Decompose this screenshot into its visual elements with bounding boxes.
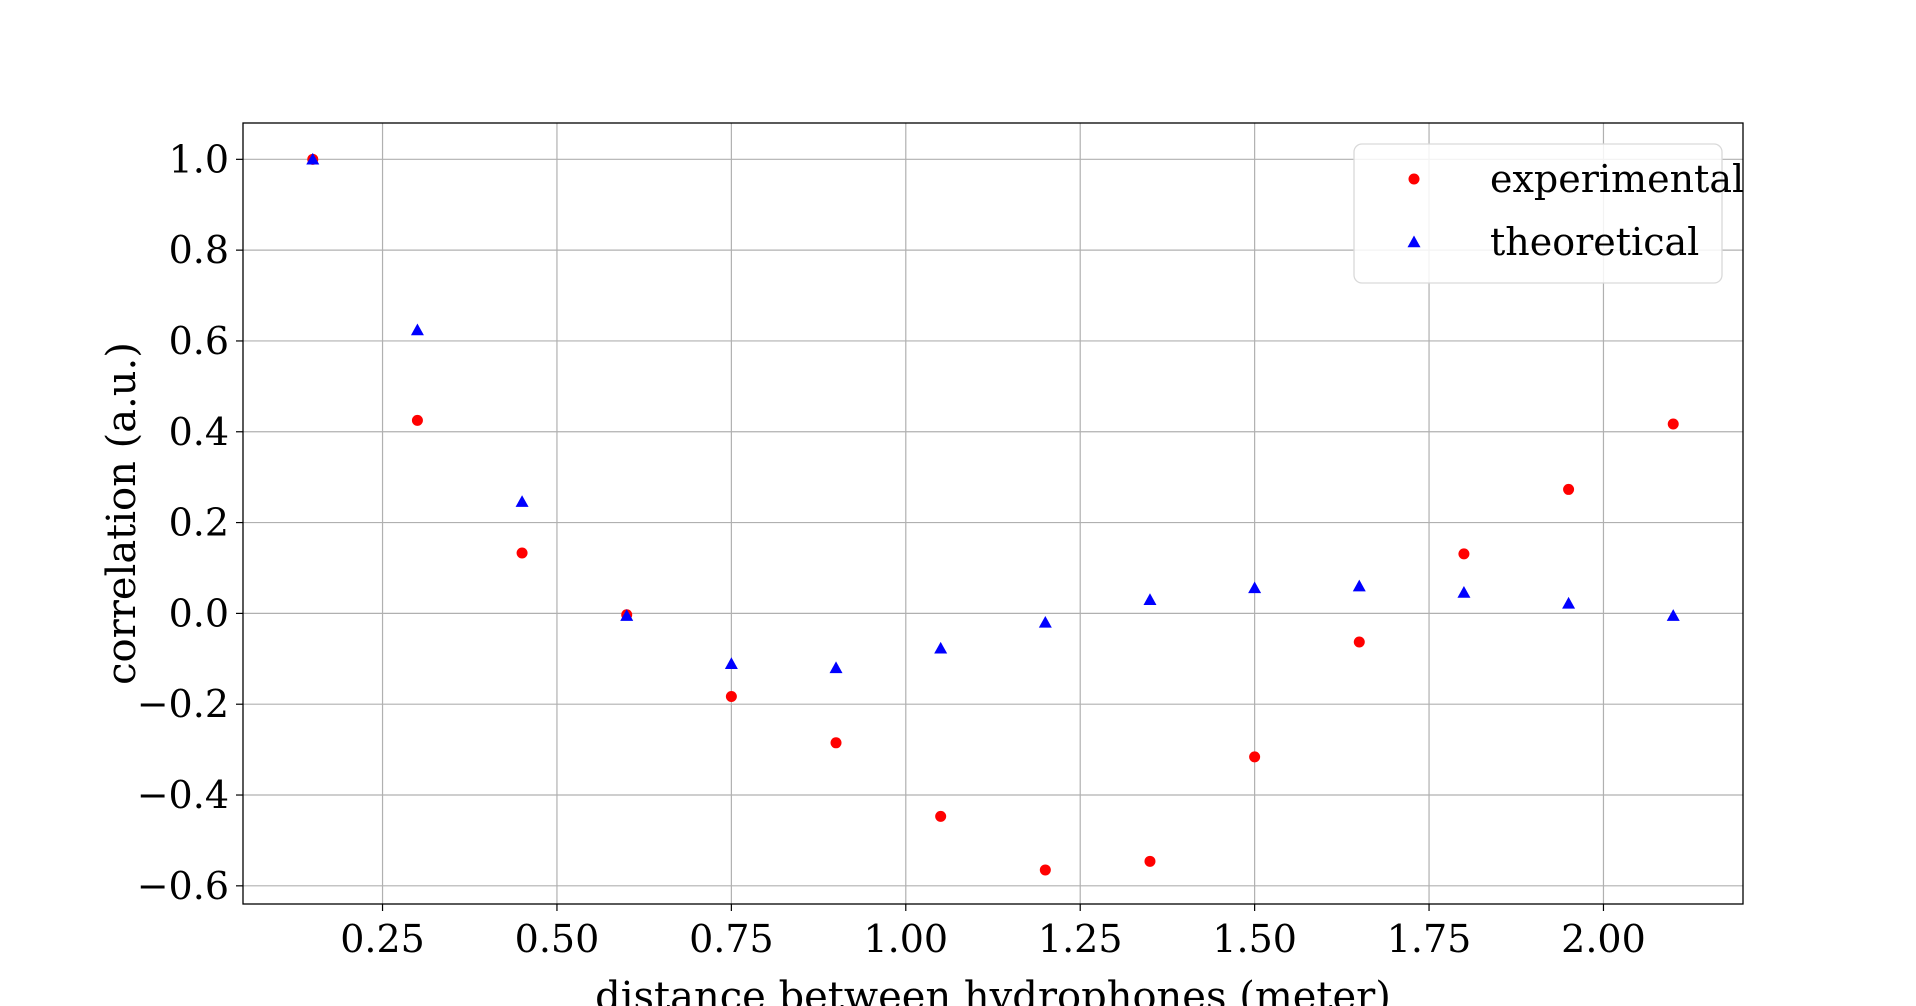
x-tick-label: 1.75 <box>1387 917 1472 961</box>
series-experimental <box>307 153 1679 876</box>
experimental-point <box>1353 636 1365 648</box>
theoretical-point <box>620 609 634 621</box>
experimental-point <box>1249 751 1261 763</box>
x-tick-label: 0.25 <box>340 917 425 961</box>
y-tick-label: −0.6 <box>137 864 229 908</box>
x-tick-label: 0.50 <box>515 917 600 961</box>
experimental-point <box>830 737 842 749</box>
x-tick-label: 1.25 <box>1038 917 1123 961</box>
experimental-point <box>1039 864 1051 876</box>
series-layer <box>306 152 1680 876</box>
theoretical-point <box>1143 593 1157 605</box>
experimental-point <box>516 547 528 559</box>
legend-marker-theoretical <box>1407 235 1421 248</box>
plot-frame <box>242 122 1744 905</box>
y-tick-label: 0.0 <box>169 591 229 635</box>
experimental-point <box>1563 483 1575 495</box>
x-tick-label: 1.00 <box>863 917 948 961</box>
y-tick-label: 0.6 <box>169 319 229 363</box>
legend-box <box>1353 143 1723 284</box>
theoretical-point <box>515 495 529 507</box>
theoretical-point <box>829 661 843 674</box>
y-tick-label: −0.4 <box>137 773 229 817</box>
y-tick-label: −0.2 <box>137 682 229 726</box>
theoretical-point <box>410 323 424 336</box>
x-axis-label: distance between hydrophones (meter) <box>595 974 1391 1006</box>
y-tick-label: 0.2 <box>169 501 229 545</box>
theoretical-point <box>934 641 948 654</box>
experimental-point <box>935 810 947 822</box>
theoretical-point <box>1038 615 1052 628</box>
experimental-point <box>1667 418 1679 430</box>
y-axis-label: correlation (a.u.) <box>99 342 145 685</box>
theoretical-point <box>1666 609 1680 621</box>
legend-marker-experimental <box>1408 173 1420 185</box>
theoretical-point <box>724 657 738 669</box>
theoretical-point <box>1457 586 1471 598</box>
experimental-point <box>1458 548 1470 560</box>
y-tick-label: 0.4 <box>169 410 229 454</box>
ticks: 0.25 0.50 0.75 1.00 1.25 1.50 1.75 2.00 1.0 0.8 0.… <box>137 137 1646 961</box>
x-tick-label: 2.00 <box>1561 917 1646 961</box>
legend-label-experimental: experimental <box>1490 157 1744 201</box>
legend-label-theoretical: theoretical <box>1490 220 1699 264</box>
series-theoretical <box>306 152 1680 674</box>
x-tick-label: 0.75 <box>689 917 774 961</box>
theoretical-point <box>1248 581 1262 594</box>
y-tick-label: 0.8 <box>169 228 229 272</box>
legend: experimental theoretical <box>1353 143 1744 284</box>
x-tick-label: 1.50 <box>1212 917 1297 961</box>
theoretical-point <box>1562 596 1576 609</box>
theoretical-point <box>306 152 320 165</box>
y-tick-label: 1.0 <box>169 137 229 181</box>
experimental-point <box>411 414 423 426</box>
theoretical-point <box>1352 579 1366 592</box>
experimental-point <box>725 690 737 702</box>
experimental-point <box>1144 855 1156 867</box>
